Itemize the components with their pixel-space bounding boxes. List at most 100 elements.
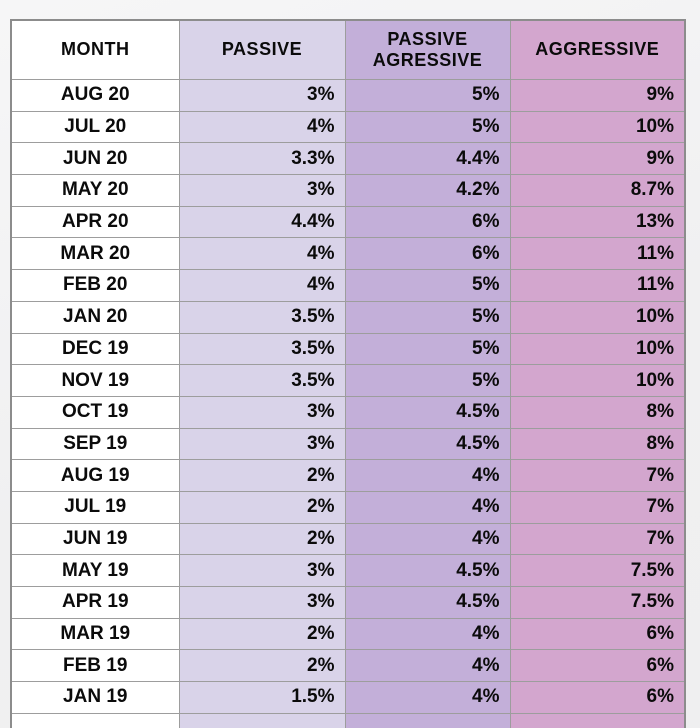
aggressive-cell: 9% <box>509 142 686 176</box>
passive-cell: 2% <box>178 649 346 683</box>
passive-aggressive-cell: 6% <box>344 205 511 239</box>
month-cell: JUN 19 <box>10 522 180 556</box>
passive-aggressive-cell: 5% <box>344 364 511 397</box>
passive-aggressive-cell: 4.5% <box>344 427 511 461</box>
table-row: MAR 20 4% 6% 11% <box>10 237 686 271</box>
month-cell: APR 19 <box>10 586 180 619</box>
month-cell: NOV 19 <box>10 364 180 397</box>
month-cell: AUG 20 <box>10 79 180 112</box>
passive-aggressive-cell <box>344 712 511 728</box>
table-row: JAN 19 1.5% 4% 6% <box>10 681 686 714</box>
passive-cell: 2% <box>178 617 346 651</box>
table-row: SEP 19 3% 4.5% 8% <box>10 427 686 461</box>
aggressive-cell: 7% <box>509 490 686 524</box>
table-row: JUN 20 3.3% 4.4% 9% <box>10 142 686 176</box>
passive-cell: 2% <box>178 490 346 524</box>
passive-aggressive-cell: 4% <box>344 522 511 556</box>
table-row: JUL 19 2% 4% 7% <box>10 490 686 524</box>
passive-aggressive-cell: 4% <box>344 490 511 524</box>
passive-aggressive-cell: 4% <box>344 617 511 651</box>
passive-aggressive-cell: 5% <box>344 79 511 112</box>
header-row: MONTH PASSIVE PASSIVE AGRESSIVE AGGRESSI… <box>10 19 686 80</box>
passive-cell: 2% <box>178 459 346 492</box>
header-cell-passive: PASSIVE <box>178 19 346 80</box>
passive-cell: 3% <box>178 79 346 112</box>
passive-aggressive-cell: 6% <box>344 237 511 271</box>
aggressive-cell: 13% <box>509 205 686 239</box>
passive-cell: 3.5% <box>178 364 346 397</box>
aggressive-cell: 11% <box>509 269 686 302</box>
aggressive-cell: 6% <box>509 649 686 683</box>
month-cell: SEP 19 <box>10 427 180 461</box>
table-body: AUG 20 3% 5% 9% JUL 20 4% 5% 10% JUN 20 3.3% 4.4% 9… <box>10 79 686 728</box>
aggressive-cell: 10% <box>509 332 686 366</box>
table-row: JUL 20 4% 5% 10% <box>10 110 686 144</box>
passive-cell: 4.4% <box>178 205 346 239</box>
passive-cell: 3.5% <box>178 332 346 366</box>
month-cell: MAR 19 <box>10 617 180 651</box>
aggressive-cell: 7% <box>509 459 686 492</box>
passive-aggressive-cell: 5% <box>344 269 511 302</box>
aggressive-cell: 10% <box>509 300 686 334</box>
month-cell: MAY 20 <box>10 174 180 207</box>
aggressive-cell: 8.7% <box>509 174 686 207</box>
table-row: MAY 19 3% 4.5% 7.5% <box>10 554 686 587</box>
header-cell-passive-aggressive: PASSIVE AGRESSIVE <box>344 19 511 80</box>
passive-cell: 4% <box>178 237 346 271</box>
header-cell-month: MONTH <box>10 19 180 80</box>
passive-aggressive-cell: 4.5% <box>344 586 511 619</box>
month-cell: JUN 20 <box>10 142 180 176</box>
month-cell: JUL 19 <box>10 490 180 524</box>
passive-aggressive-cell: 4% <box>344 681 511 714</box>
aggressive-cell: 7.5% <box>509 586 686 619</box>
table-row: FEB 19 2% 4% 6% <box>10 649 686 683</box>
table-row: MAR 19 2% 4% 6% <box>10 617 686 651</box>
passive-aggressive-cell: 5% <box>344 332 511 366</box>
passive-cell: 2% <box>178 522 346 556</box>
aggressive-cell: 9% <box>509 79 686 112</box>
month-cell: JAN 20 <box>10 300 180 334</box>
aggressive-cell <box>509 712 686 728</box>
passive-cell: 3.3% <box>178 142 346 176</box>
month-cell: JAN 19 <box>10 681 180 714</box>
passive-aggressive-cell: 4% <box>344 459 511 492</box>
passive-cell: 3% <box>178 554 346 587</box>
table-row: AUG 19 2% 4% 7% <box>10 459 686 492</box>
passive-cell: 4% <box>178 110 346 144</box>
passive-aggressive-cell: 5% <box>344 110 511 144</box>
passive-aggressive-cell: 4% <box>344 649 511 683</box>
passive-cell: 3% <box>178 395 346 429</box>
month-cell: FEB 20 <box>10 269 180 302</box>
month-cell: DEC 19 <box>10 332 180 366</box>
aggressive-cell: 6% <box>509 681 686 714</box>
passive-aggressive-cell: 4.4% <box>344 142 511 176</box>
passive-aggressive-cell: 4.5% <box>344 554 511 587</box>
aggressive-cell: 7.5% <box>509 554 686 587</box>
table-row: JUN 19 2% 4% 7% <box>10 522 686 556</box>
passive-aggressive-cell: 5% <box>344 300 511 334</box>
month-cell: AUG 19 <box>10 459 180 492</box>
aggressive-cell: 10% <box>509 364 686 397</box>
table-row: AUG 20 3% 5% 9% <box>10 79 686 112</box>
month-cell: FEB 19 <box>10 649 180 683</box>
month-cell: MAR 20 <box>10 237 180 271</box>
month-cell: APR 20 <box>10 205 180 239</box>
table-header: MONTH PASSIVE PASSIVE AGRESSIVE AGGRESSI… <box>10 19 686 80</box>
passive-cell: 3% <box>178 174 346 207</box>
aggressive-cell: 10% <box>509 110 686 144</box>
passive-aggressive-cell: 4.2% <box>344 174 511 207</box>
month-cell: JUL 20 <box>10 110 180 144</box>
aggressive-cell: 11% <box>509 237 686 271</box>
table-row: MAY 20 3% 4.2% 8.7% <box>10 174 686 207</box>
table-row: DEC 19 3.5% 5% 10% <box>10 332 686 366</box>
aggressive-cell: 8% <box>509 395 686 429</box>
table-row: NOV 19 3.5% 5% 10% <box>10 364 686 397</box>
header-cell-aggressive: AGGRESSIVE <box>509 19 686 80</box>
monthly-rates-table: MONTH PASSIVE PASSIVE AGRESSIVE AGGRESSI… <box>10 19 686 728</box>
passive-cell: 3% <box>178 427 346 461</box>
partial-table-row <box>10 712 686 728</box>
table-row: OCT 19 3% 4.5% 8% <box>10 395 686 429</box>
passive-cell <box>178 712 346 728</box>
passive-cell: 3.5% <box>178 300 346 334</box>
